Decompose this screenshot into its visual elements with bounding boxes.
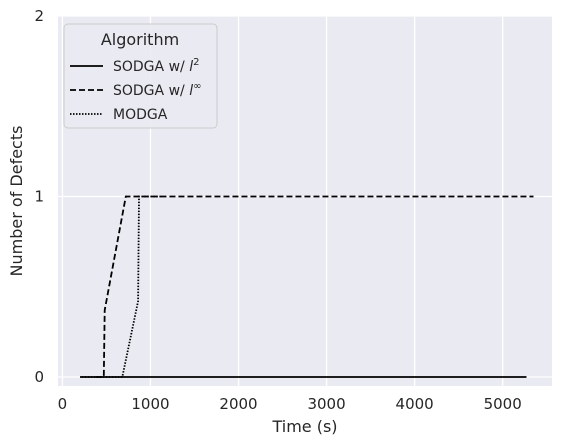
x-tick-label: 1000 (131, 395, 169, 413)
y-tick-label: 0 (34, 368, 44, 386)
y-tick-label: 1 (34, 187, 44, 205)
legend: Algorithm SODGA w/ l2 SODGA w/ l∞ MODGA (64, 24, 217, 128)
x-tick-label: 3000 (307, 395, 345, 413)
x-tick-label: 4000 (396, 395, 434, 413)
x-tick-label: 0 (58, 395, 68, 413)
x-tick-label: 2000 (219, 395, 257, 413)
legend-title: Algorithm (101, 30, 179, 49)
x-axis-label: Time (s) (271, 417, 337, 436)
x-tick-label: 5000 (484, 395, 522, 413)
legend-entry-label: SODGA w/ l∞ (113, 81, 201, 99)
legend-entry-label: MODGA (113, 107, 168, 123)
y-axis-label: Number of Defects (7, 126, 26, 277)
y-tick-label: 2 (34, 7, 44, 25)
legend-entry-label: SODGA w/ l2 (113, 57, 199, 75)
